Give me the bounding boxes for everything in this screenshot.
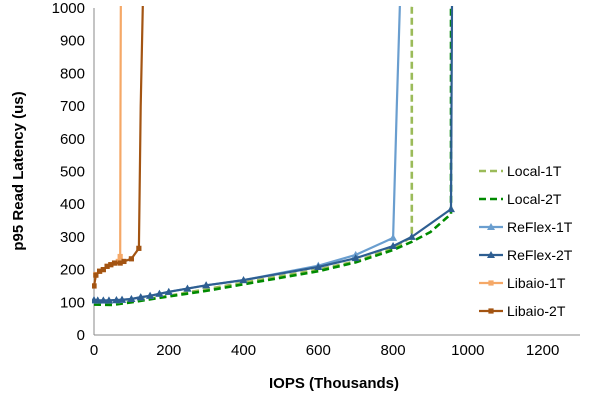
x-axis-title: IOPS (Thousands)	[269, 375, 399, 392]
series-line	[93, 6, 453, 307]
point-marker	[407, 232, 416, 240]
point-marker	[99, 296, 108, 304]
y-tick-label: 300	[60, 229, 85, 246]
x-tick-label: 400	[231, 342, 256, 359]
point-marker	[104, 263, 110, 269]
y-tick-label: 600	[60, 131, 85, 148]
point-marker	[136, 293, 145, 301]
x-tick-labels: 0 200 400 600 800 1000 1200	[90, 342, 559, 359]
series-local-2t	[93, 6, 453, 307]
series-line	[92, 6, 144, 287]
point-marker	[121, 258, 127, 265]
point-marker	[117, 253, 123, 260]
y-tick-label: 800	[60, 65, 85, 82]
point-marker	[136, 245, 142, 251]
point-marker	[239, 276, 248, 284]
y-tick-label: 900	[60, 33, 85, 50]
legend-label: Libaio-2T	[507, 303, 566, 319]
x-tick-label: 200	[156, 342, 181, 359]
point-marker	[164, 287, 173, 295]
y-tick-labels: 0 100 200 300 400 500 600 700 800 900 1000	[52, 0, 85, 344]
point-marker	[128, 256, 134, 262]
x-tick-label: 600	[306, 342, 331, 359]
series-libaio-2t	[92, 6, 144, 289]
point-marker	[111, 260, 118, 266]
series-line	[92, 6, 122, 287]
point-marker	[127, 295, 136, 303]
legend-item-libaio-1t: Libaio-1T	[479, 275, 566, 291]
y-tick-label: 100	[60, 294, 85, 311]
point-marker	[146, 291, 155, 299]
y-tick-label: 700	[60, 98, 85, 115]
point-marker	[183, 284, 192, 292]
point-marker	[487, 251, 495, 258]
point-marker	[447, 205, 456, 213]
legend-item-local-1t: Local-1T	[479, 163, 562, 179]
point-marker	[118, 295, 127, 303]
y-tick-label: 500	[60, 164, 85, 181]
series-reflex-2t	[92, 6, 456, 304]
point-marker	[487, 223, 495, 230]
point-marker	[314, 262, 323, 270]
point-marker	[488, 308, 494, 314]
series-libaio-1t	[92, 6, 123, 289]
series-lines	[92, 6, 456, 307]
y-tick-label: 1000	[52, 0, 85, 17]
point-marker	[155, 289, 164, 297]
legend: Local-1T Local-2T ReFlex-1T ReFlex-2T Libaio…	[479, 163, 573, 319]
legend-label: ReFlex-1T	[507, 219, 573, 235]
point-marker	[93, 272, 99, 278]
y-tick-label: 400	[60, 196, 85, 213]
point-marker	[112, 296, 121, 304]
legend-label: Libaio-1T	[507, 275, 566, 291]
point-marker	[97, 268, 103, 274]
legend-label: ReFlex-2T	[507, 247, 573, 263]
legend-label: Local-2T	[507, 191, 562, 207]
legend-item-reflex-1t: ReFlex-1T	[479, 219, 573, 235]
legend-label: Local-1T	[507, 163, 562, 179]
point-marker	[351, 254, 360, 262]
point-marker	[389, 233, 398, 241]
x-tick-label: 1200	[526, 342, 559, 359]
point-marker	[389, 242, 398, 250]
legend-item-reflex-2t: ReFlex-2T	[479, 247, 573, 263]
point-marker	[202, 281, 211, 289]
y-axis-title: p95 Read Latency (us)	[10, 91, 27, 250]
point-marker	[117, 260, 123, 266]
x-tick-label: 1000	[451, 342, 484, 359]
point-marker	[108, 262, 114, 268]
legend-item-local-2t: Local-2T	[479, 191, 562, 207]
point-marker	[104, 296, 113, 304]
point-marker	[488, 280, 494, 286]
point-marker	[93, 296, 102, 304]
y-tick-label: 200	[60, 262, 85, 279]
point-marker	[100, 267, 106, 273]
point-marker	[92, 283, 97, 289]
x-tick-label: 0	[90, 342, 98, 359]
x-tick-label: 800	[381, 342, 406, 359]
y-tick-label: 0	[77, 327, 85, 344]
legend-item-libaio-2t: Libaio-2T	[479, 303, 566, 319]
